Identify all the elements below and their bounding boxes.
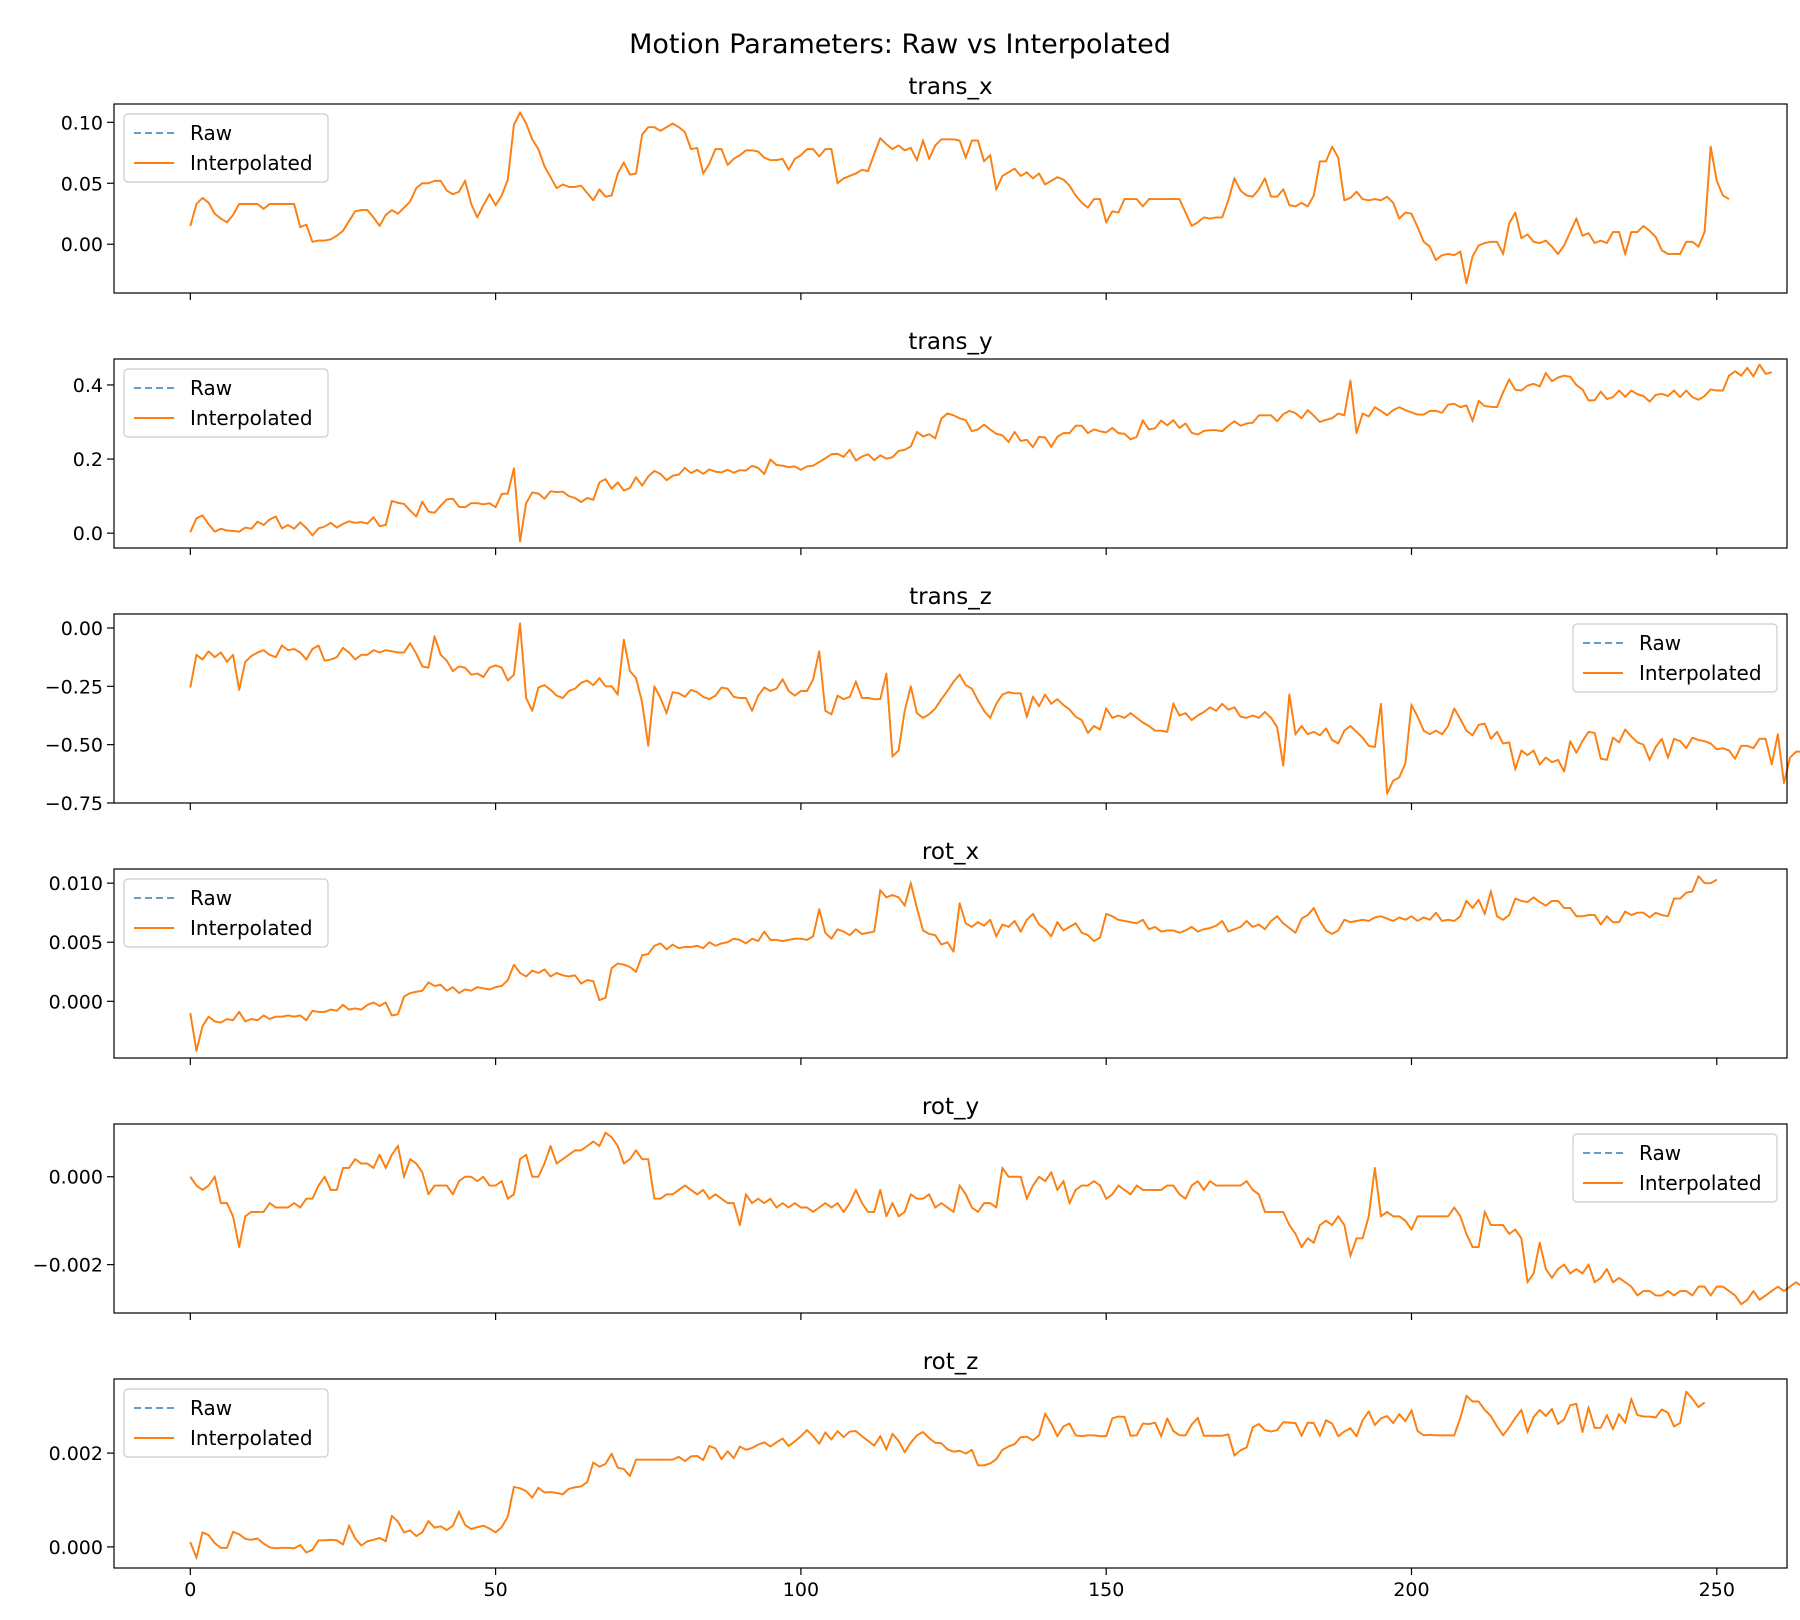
series-line-interpolated [189, 875, 1718, 1052]
legend-label-interpolated: Interpolated [190, 1426, 313, 1450]
legend-label-raw: Raw [190, 1396, 232, 1420]
subplot-trans_z: trans_z 0.00 −0.25 −0.50 −0.75 Raw Interpolate… [45, 584, 1800, 815]
series-line-interpolated [189, 1390, 1706, 1559]
y-tick-label: 0.000 [49, 1167, 103, 1189]
series-line-interpolated [189, 363, 1772, 543]
legend-label-raw: Raw [190, 376, 232, 400]
axes-frame [113, 1378, 1788, 1569]
x-tick-label: 50 [484, 1579, 508, 1601]
legend-label-interpolated: Interpolated [1639, 1171, 1762, 1195]
legend: Raw Interpolated [1572, 1133, 1778, 1203]
y-tick-label: 0.010 [49, 873, 103, 895]
legend-box [123, 878, 329, 948]
legend-box [1572, 623, 1778, 693]
y-tick-label: 0.000 [49, 1537, 103, 1559]
subplot-title: trans_x [908, 74, 992, 100]
series-line-raw [189, 110, 1730, 284]
series-line-interpolated [189, 111, 1730, 285]
legend: Raw Interpolated [123, 113, 329, 183]
y-tick-label: −0.75 [45, 793, 103, 815]
subplot-title: trans_z [909, 584, 992, 610]
series-line-raw [189, 1131, 1800, 1306]
series-line-interpolated [189, 622, 1800, 795]
x-tick-label: 0 [184, 1579, 196, 1601]
legend-label-raw: Raw [1639, 1141, 1681, 1165]
legend-box [1572, 1133, 1778, 1203]
subplot-trans_x: trans_x 0.00 0.05 0.10 Raw Interpolated [61, 74, 1788, 300]
axes-frame [113, 103, 1788, 294]
x-tick-label: 100 [783, 1579, 819, 1601]
y-tick-label: −0.25 [45, 676, 103, 698]
subplot-title: rot_x [922, 839, 979, 865]
y-tick-label: 0.002 [49, 1443, 103, 1465]
series-line-raw [189, 1389, 1706, 1561]
subplot-title: trans_y [908, 329, 992, 355]
series-line-raw [189, 362, 1772, 542]
axes-frame [113, 613, 1788, 804]
legend: Raw Interpolated [123, 368, 329, 438]
y-tick-label: 0.000 [49, 991, 103, 1013]
legend-label-raw: Raw [190, 121, 232, 145]
legend-label-interpolated: Interpolated [1639, 661, 1762, 685]
axes-frame [113, 358, 1788, 549]
subplot-rot_x: rot_x 0.000 0.005 0.010 Raw Interpolated [49, 839, 1788, 1065]
legend-box [123, 368, 329, 438]
legend-label-raw: Raw [190, 886, 232, 910]
y-tick-label: 0.00 [61, 234, 103, 256]
legend: Raw Interpolated [123, 1388, 329, 1458]
legend-label-interpolated: Interpolated [190, 151, 313, 175]
legend-box [123, 113, 329, 183]
y-tick-label: 0.10 [61, 112, 103, 134]
legend-box [123, 1388, 329, 1458]
legend: Raw Interpolated [1572, 623, 1778, 693]
x-tick-label: 200 [1393, 1579, 1429, 1601]
x-tick-label: 150 [1088, 1579, 1124, 1601]
x-tick-label: 250 [1699, 1579, 1735, 1601]
axes-frame [113, 868, 1788, 1059]
legend-label-interpolated: Interpolated [190, 406, 313, 430]
subplot-trans_y: trans_y 0.0 0.2 0.4 Raw Interpolated [73, 329, 1788, 555]
figure-title: Motion Parameters: Raw vs Interpolated [629, 29, 1171, 60]
y-tick-label: 0.4 [73, 375, 103, 397]
legend: Raw Interpolated [123, 878, 329, 948]
subplot-rot_y: rot_y 0.000 −0.002 Raw Interpolated [33, 1094, 1800, 1320]
subplot-title: rot_y [922, 1094, 979, 1120]
subplot-rot_z: rot_z 0 50 100 150 200 250 0.000 0.002 Raw Interpo… [49, 1349, 1788, 1601]
y-tick-label: 0.00 [61, 618, 103, 640]
legend-label-raw: Raw [1639, 631, 1681, 655]
legend-label-interpolated: Interpolated [190, 916, 313, 940]
subplot-title: rot_z [923, 1349, 979, 1375]
y-tick-label: 0.05 [61, 173, 103, 195]
y-tick-label: −0.50 [45, 735, 103, 757]
y-tick-label: 0.005 [49, 932, 103, 954]
y-tick-label: −0.002 [33, 1255, 103, 1277]
y-tick-label: 0.0 [73, 523, 103, 545]
axes-frame [113, 1123, 1788, 1314]
y-tick-label: 0.2 [73, 449, 103, 471]
series-line-interpolated [189, 1131, 1800, 1306]
